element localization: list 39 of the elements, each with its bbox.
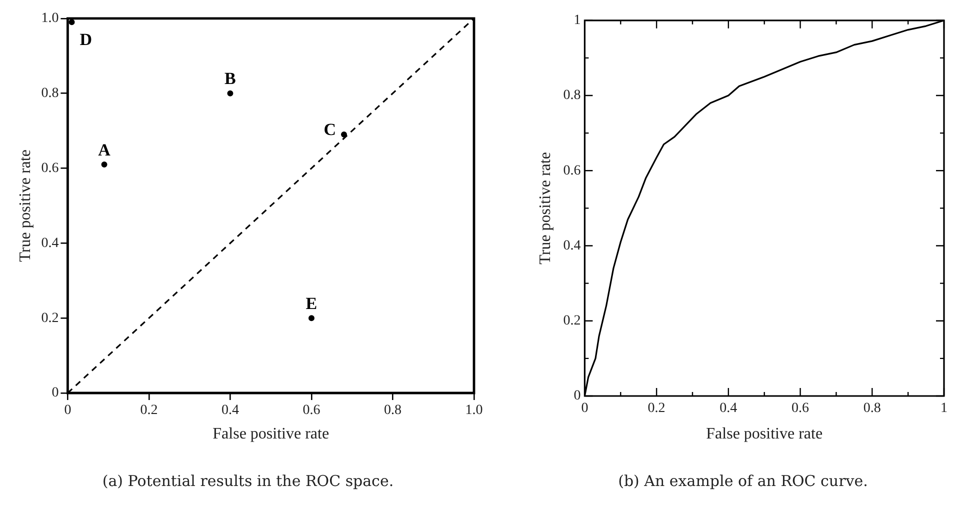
y-tick-label: 0.6 [41,160,59,176]
x-tick-label: 0.4 [720,401,738,416]
x-tick-label: 0.4 [221,403,239,418]
point [101,161,108,168]
annotation: B [224,69,236,88]
x-axis-title: False positive rate [706,426,823,443]
x-tick-label: 1 [940,401,948,416]
y-tick-label: 0.2 [563,314,581,329]
point [308,315,314,322]
point [68,19,75,26]
x-tick-label: 0.6 [302,403,320,418]
x-tick-label: 0.8 [863,401,881,416]
text: (b) An example of an ROC curve. [618,472,868,490]
y-tick-label: 1.0 [41,11,59,26]
y-tick-label: 0.8 [41,86,59,101]
annotation: A [98,140,112,160]
x-axis-title: False positive rate [212,426,330,443]
y-tick-label: 1 [574,13,581,28]
x-tick-label: 0.8 [384,403,402,418]
x-tick-label: 0 [64,403,72,418]
annotation: E [306,294,318,313]
x-tick-label: 0.2 [140,403,158,418]
y-tick-label: 0 [574,388,581,404]
y-tick-label: 0.4 [41,236,59,251]
y-tick-label: 0.2 [41,310,59,326]
point [227,90,234,96]
point [340,132,347,138]
y-axis-title: True positive rate [536,152,554,264]
text: (a) Potential results in the ROC space. [102,472,394,490]
x-tick-label: 0.6 [792,401,810,416]
annotation: C [324,120,336,139]
x-tick-label: 0.2 [648,401,666,416]
annotation: D [80,30,92,50]
y-axis-title: True positive rate [16,150,34,262]
y-tick-label: 0.4 [563,238,581,254]
y-tick-label: 0.8 [563,88,581,104]
x-tick-label: 1.0 [465,403,483,418]
y-tick-label: 0.6 [563,163,581,178]
y-tick-label: 0 [52,386,59,401]
